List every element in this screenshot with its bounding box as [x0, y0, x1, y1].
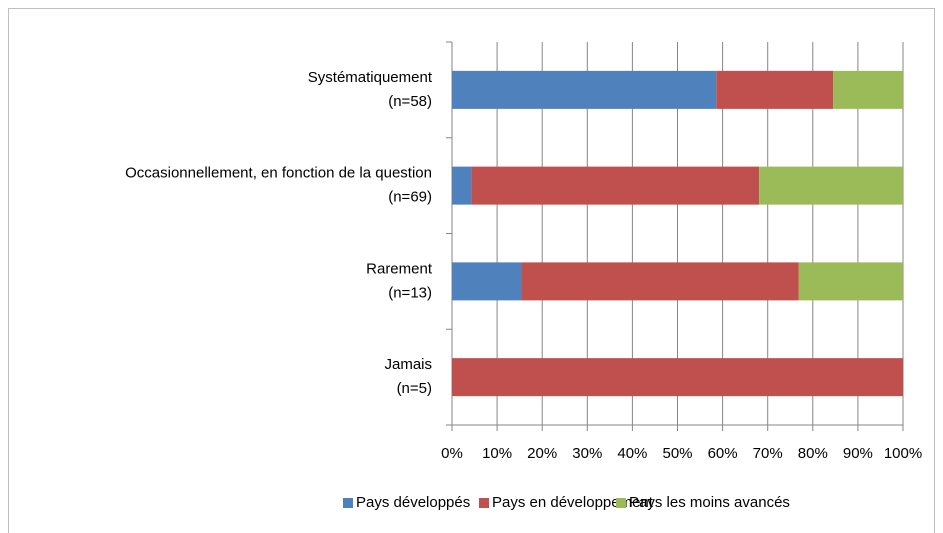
bar-segment: [452, 358, 903, 397]
x-tick-label: 10%: [482, 445, 512, 462]
x-tick-label: 0%: [441, 445, 463, 462]
x-tick-label: 20%: [527, 445, 557, 462]
y-tick-label: Rarement: [366, 260, 433, 277]
y-tick-label: (n=13): [388, 284, 432, 301]
y-tick-label: (n=58): [388, 93, 432, 110]
legend-swatch: [616, 498, 626, 508]
y-tick-label: Occasionnellement, en fonction de la que…: [125, 165, 432, 182]
legend-swatch: [479, 498, 489, 508]
x-tick-label: 100%: [884, 445, 922, 462]
x-tick-label: 90%: [843, 445, 873, 462]
legend-swatch: [343, 498, 353, 508]
bar-segment: [798, 262, 903, 301]
y-tick-label: Systématiquement: [308, 69, 433, 86]
bar-segment: [833, 70, 903, 109]
x-tick-label: 80%: [798, 445, 828, 462]
bar-segment: [716, 70, 834, 109]
y-tick-label: (n=5): [397, 380, 432, 397]
x-tick-label: 70%: [753, 445, 783, 462]
legend-label: Pays développés: [356, 494, 470, 511]
y-tick-label: Jamais: [384, 356, 432, 373]
bar-segment: [452, 70, 717, 109]
bar-segment: [759, 166, 903, 205]
bar-segment: [452, 166, 472, 205]
y-tick-label: (n=69): [388, 189, 432, 206]
chart-frame: [8, 8, 935, 533]
bar-segment: [521, 262, 799, 301]
x-tick-label: 30%: [572, 445, 602, 462]
bar-segment: [452, 262, 522, 301]
x-tick-label: 40%: [617, 445, 647, 462]
x-tick-label: 50%: [662, 445, 692, 462]
x-tick-label: 60%: [708, 445, 738, 462]
legend-label: Pays les moins avancés: [629, 494, 790, 511]
legend-label: Pays en développement: [492, 494, 654, 511]
bar-segment: [471, 166, 760, 205]
